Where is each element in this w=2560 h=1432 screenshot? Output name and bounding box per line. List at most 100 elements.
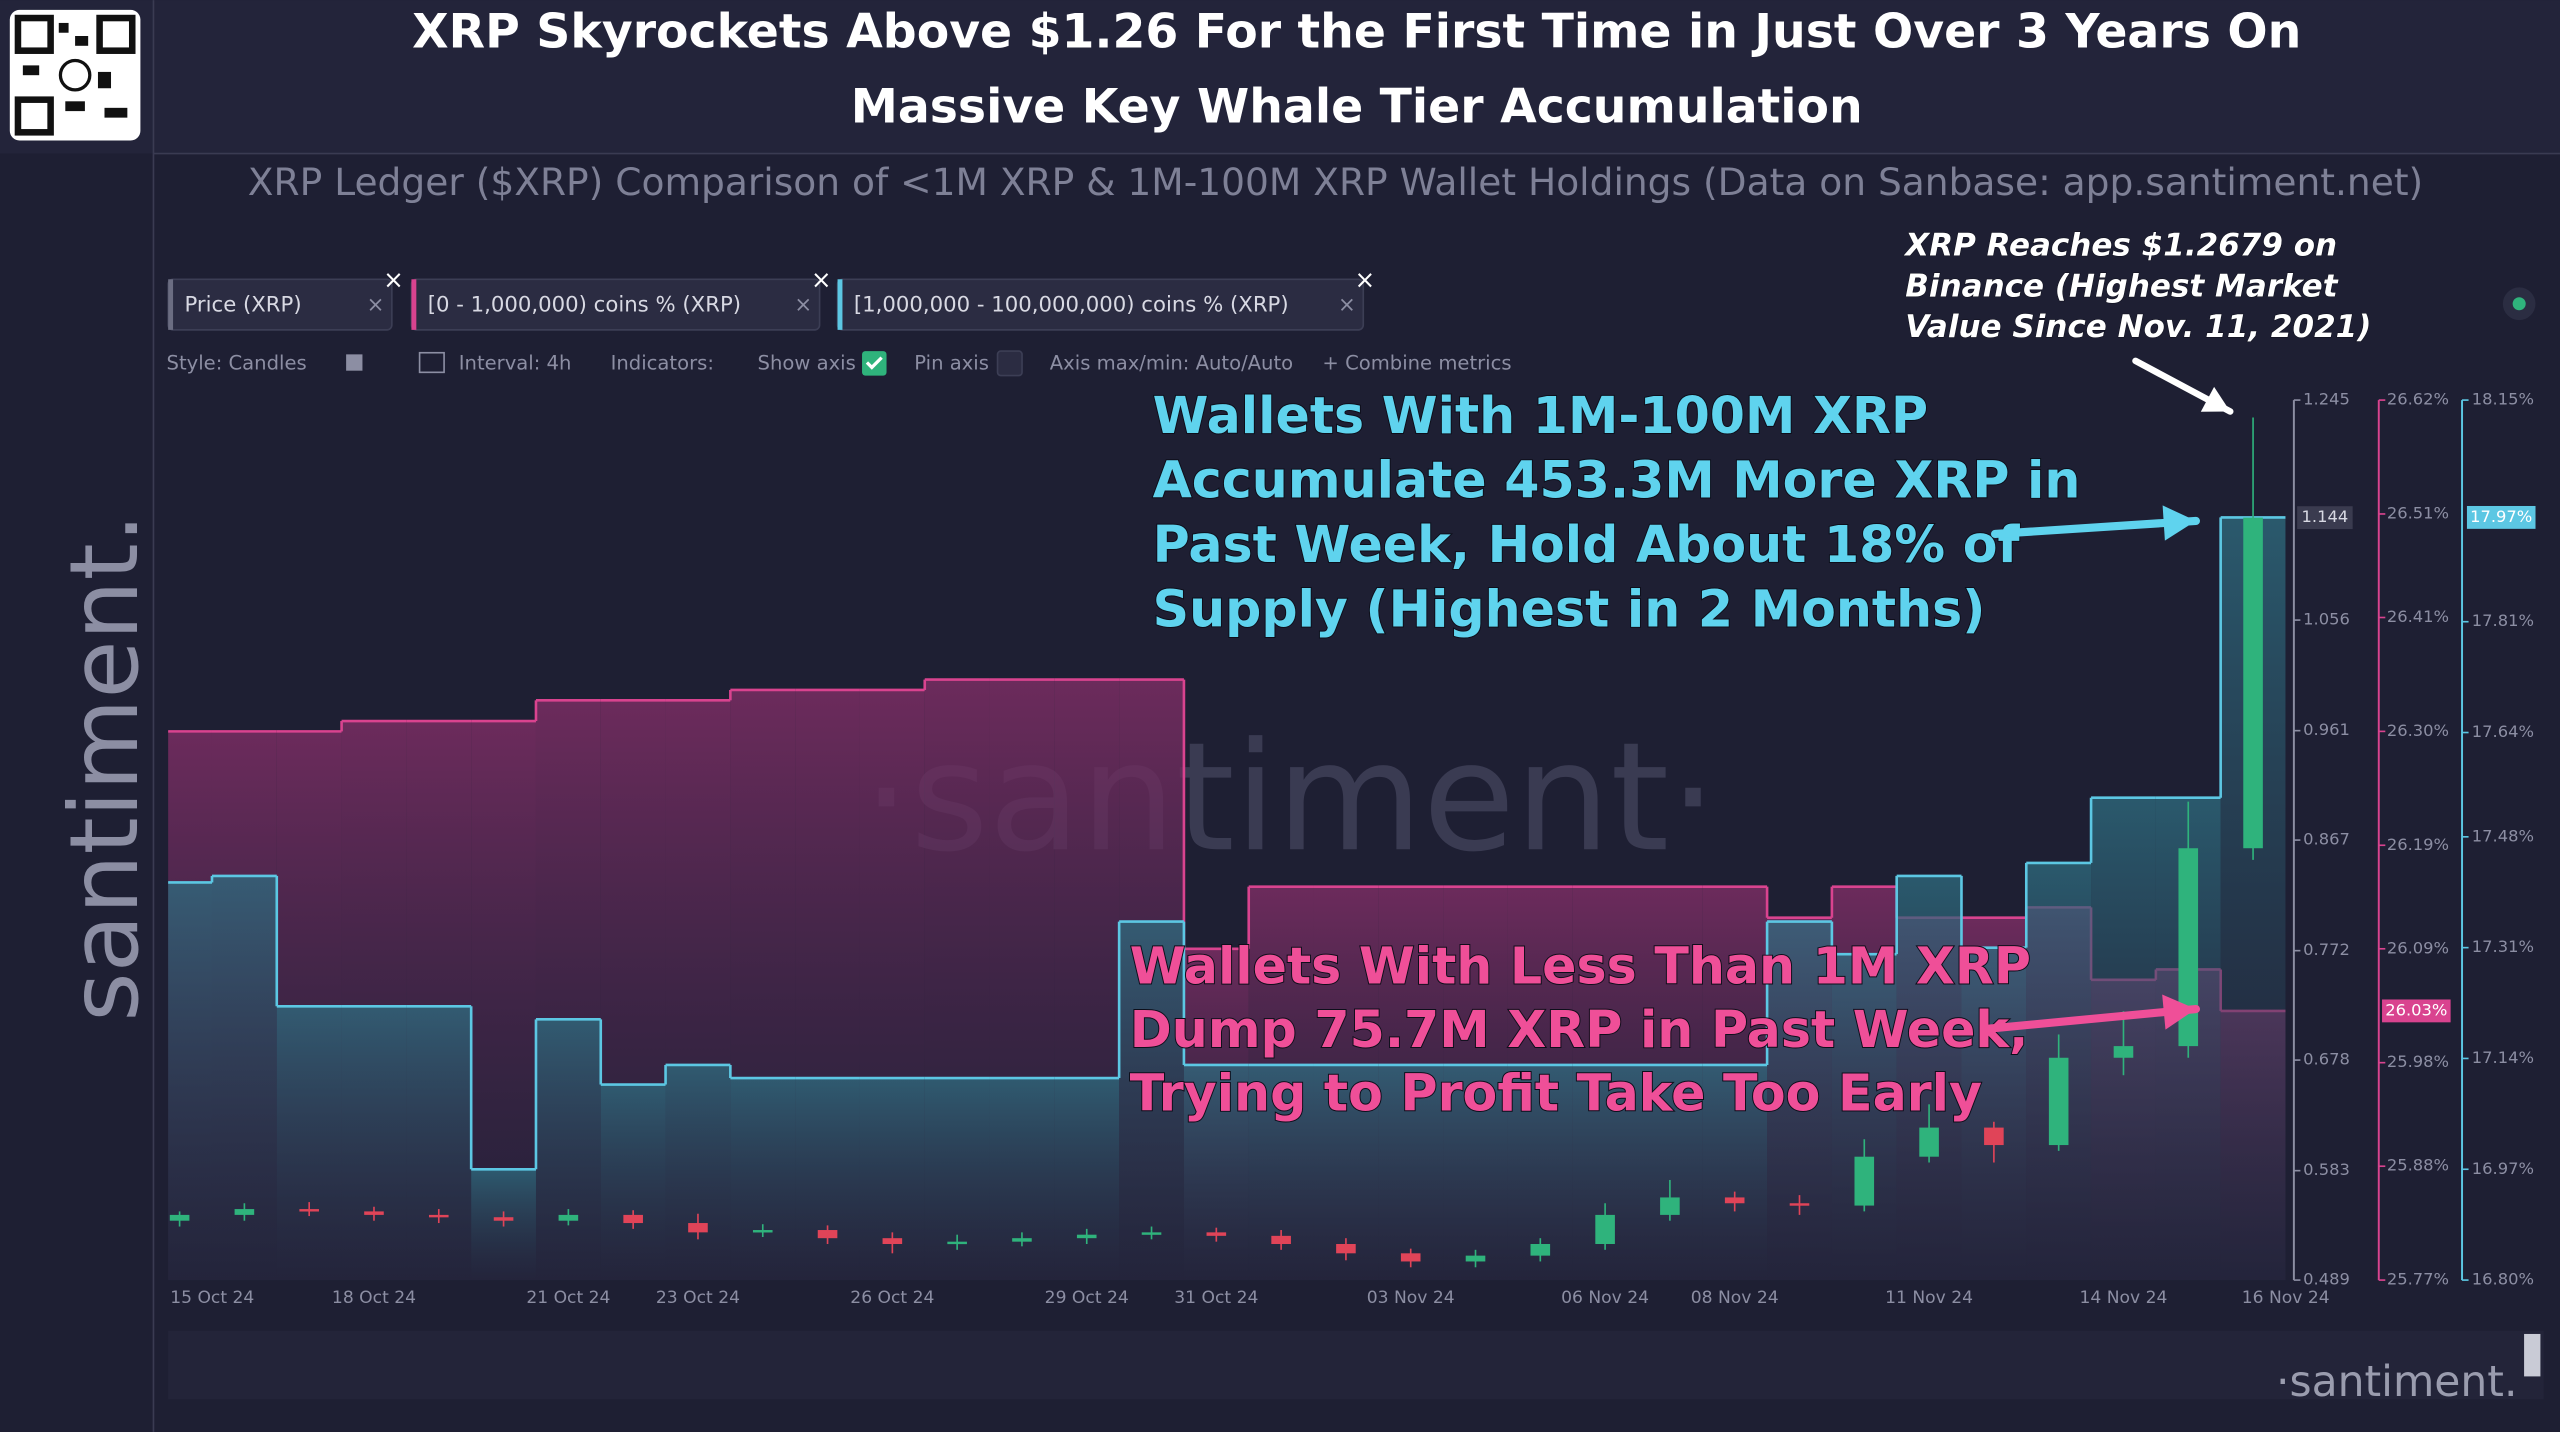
- x-tick-label: 03 Nov 24: [1367, 1288, 1455, 1308]
- x-tick-label: 08 Nov 24: [1691, 1288, 1779, 1308]
- arrow-head: [2162, 505, 2196, 541]
- navigator-logo: ·santiment.: [2276, 1358, 2517, 1407]
- tab-remove[interactable]: ×: [1355, 265, 1376, 294]
- toolbar-item[interactable]: Axis max/min: Auto/Auto: [1050, 352, 1293, 375]
- candle-body: [558, 1214, 579, 1221]
- toolbar-item[interactable]: Style: Candles: [167, 352, 307, 375]
- side-logo: santiment.: [50, 513, 160, 1022]
- candle-body: [1012, 1238, 1032, 1242]
- checkmark: [865, 356, 883, 370]
- x-tick-label: 15 Oct 24: [170, 1288, 254, 1308]
- candle-body: [1465, 1255, 1486, 1262]
- area-step: [1378, 1064, 1444, 1281]
- y-tick-label: 26.41%: [2387, 607, 2449, 626]
- x-tick-label: 23 Oct 24: [656, 1288, 740, 1308]
- tab-remove[interactable]: ×: [383, 265, 404, 294]
- candle-body: [1984, 1127, 2004, 1146]
- y-tick-label: 18.15%: [2472, 390, 2534, 409]
- candle-body: [947, 1241, 967, 1245]
- area-step: [989, 1078, 1055, 1281]
- legend-tab[interactable]: [410, 278, 821, 331]
- color-swatch[interactable]: [346, 354, 363, 371]
- toolbar-item[interactable]: Pin axis: [914, 352, 989, 375]
- toolbar-item[interactable]: Show axis: [758, 352, 856, 375]
- value-badge: [2382, 999, 2451, 1023]
- area-step: [795, 1078, 860, 1281]
- candle-body: [1076, 1234, 1097, 1239]
- toolbar-item[interactable]: Interval: 4h: [459, 352, 572, 375]
- toolbar-item[interactable]: + Combine metrics: [1322, 352, 1511, 375]
- candle-body: [1530, 1243, 1551, 1256]
- y-tick-label: 26.51%: [2387, 503, 2449, 522]
- legend-color: [168, 279, 174, 330]
- y-tick-label: 0.961: [2303, 720, 2350, 739]
- candle-body: [1919, 1127, 1939, 1157]
- x-tick-label: 21 Oct 24: [526, 1288, 610, 1308]
- area-step: [276, 1006, 342, 1281]
- area-step: [1702, 1064, 1768, 1281]
- arrow-head: [2162, 994, 2196, 1030]
- candle-body: [493, 1217, 514, 1221]
- candle-body: [2178, 848, 2199, 1047]
- y-tick-label: 17.48%: [2472, 826, 2534, 845]
- annotation: XRP Reaches $1.2679 on: [1903, 228, 2337, 264]
- x-tick-label: 14 Nov 24: [2080, 1288, 2168, 1308]
- candle-body: [817, 1230, 838, 1239]
- tab-close[interactable]: ×: [1338, 292, 1356, 317]
- candle-body: [1789, 1203, 1810, 1206]
- legend-entry: [1,000,000 - 100,000,000) coins % (XRP): [854, 292, 1289, 317]
- value-badge: [2466, 505, 2536, 529]
- y-tick-label: 0.772: [2303, 940, 2350, 959]
- legend-entry: [0 - 1,000,000) coins % (XRP): [428, 292, 741, 317]
- area-step: [1119, 921, 1184, 1281]
- annotation: Trying to Profit Take Too Early: [1130, 1064, 1982, 1123]
- tab-remove[interactable]: ×: [811, 265, 832, 294]
- tab-close[interactable]: ×: [367, 292, 385, 317]
- y-tick-label: 0.583: [2303, 1160, 2350, 1179]
- x-tick-label: 26 Oct 24: [850, 1288, 934, 1308]
- value-badge-label: 26.03%: [2385, 1000, 2447, 1019]
- y-tick-label: 17.14%: [2472, 1048, 2534, 1067]
- tab-close[interactable]: ×: [794, 292, 812, 317]
- annotation: Dump 75.7M XRP in Past Week,: [1130, 1000, 2029, 1059]
- candle-body: [1400, 1253, 1421, 1262]
- settings-dot-inner: [2512, 297, 2526, 311]
- subtitle: XRP Ledger ($XRP) Comparison of <1M XRP …: [248, 160, 2423, 204]
- interval-icon: [418, 351, 445, 374]
- y-tick-label: 25.77%: [2387, 1270, 2449, 1289]
- y-tick-label: 0.867: [2303, 830, 2350, 849]
- y-tick-label: 0.678: [2303, 1050, 2350, 1069]
- candle-body: [234, 1209, 255, 1215]
- x-tick-label: 16 Nov 24: [2242, 1288, 2330, 1308]
- x-tick-label: 11 Nov 24: [1885, 1288, 1973, 1308]
- area-step: [1183, 1064, 1249, 1281]
- arrow-head: [2200, 386, 2231, 412]
- annotation: Wallets With 1M-100M XRP: [1153, 386, 1928, 445]
- area-step: [535, 1019, 601, 1281]
- plot: ·santiment·15 Oct 24 18 Oct 24 21 Oct 24 23…: [168, 227, 2536, 1308]
- candle-body: [2048, 1057, 2069, 1146]
- x-tick-label: 06 Nov 24: [1561, 1288, 1649, 1308]
- candle-body: [2243, 517, 2263, 849]
- title-line: Massive Key Whale Tier Accumulation: [851, 79, 1863, 134]
- area-step: [1767, 921, 1832, 1281]
- toolbar: Price (XRP) ××[0 - 1,000,000) coins % (XR…: [167, 265, 1512, 377]
- toolbar-item[interactable]: Indicators:: [611, 352, 714, 375]
- y-tick-label: 1.056: [2303, 610, 2350, 629]
- pin-axis-checkbox[interactable]: [996, 350, 1023, 377]
- y-tick-label: 25.98%: [2387, 1052, 2449, 1071]
- y-tick-label: 16.80%: [2472, 1270, 2534, 1289]
- value-badge: [2297, 506, 2353, 530]
- annotation: Wallets With Less Than 1M XRP: [1130, 936, 2031, 995]
- candle-body: [1724, 1197, 1745, 1204]
- area-step: [600, 1084, 666, 1281]
- area-step: [665, 1064, 731, 1281]
- area-step: [1961, 947, 2027, 1281]
- annotation-arrow: [1991, 516, 2200, 539]
- navigator-handle[interactable]: [2524, 1333, 2541, 1377]
- x-tick-label: 18 Oct 24: [332, 1288, 416, 1308]
- legend-color: [411, 279, 417, 330]
- annotation: Past Week, Hold About 18% of: [1153, 515, 2021, 574]
- y-tick-label: 1.245: [2303, 390, 2350, 409]
